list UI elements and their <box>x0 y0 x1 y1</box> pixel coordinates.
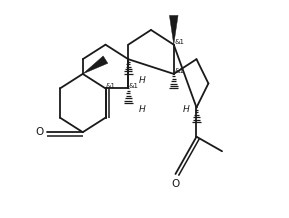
Text: &1: &1 <box>174 68 184 74</box>
Text: &1: &1 <box>174 39 184 45</box>
Text: O: O <box>35 127 43 137</box>
Text: O: O <box>171 179 179 189</box>
Text: H: H <box>182 104 189 114</box>
Polygon shape <box>169 15 178 45</box>
Text: H: H <box>139 76 146 85</box>
Polygon shape <box>83 56 108 74</box>
Text: &1: &1 <box>106 83 116 89</box>
Text: &1: &1 <box>129 83 139 89</box>
Text: H: H <box>139 104 146 114</box>
